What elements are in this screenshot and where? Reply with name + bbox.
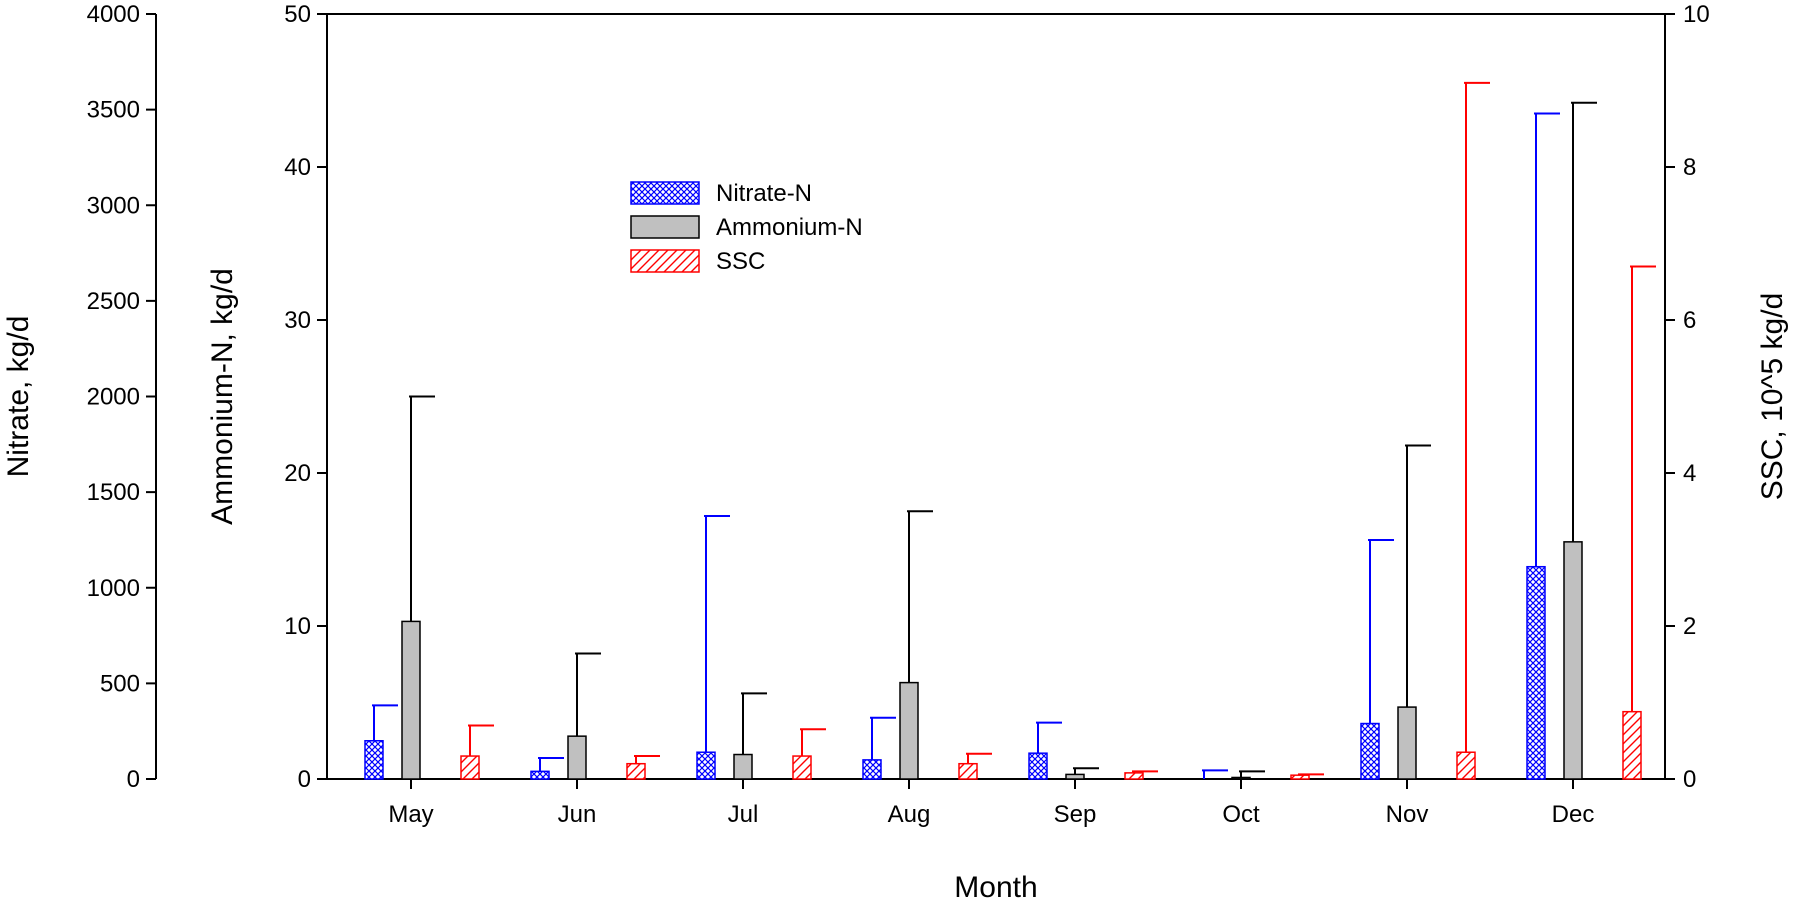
nitrate-tick-label: 3000 [87, 192, 140, 219]
bar-ssc [1622, 710, 1642, 780]
bar-nitrate-n [1360, 722, 1380, 780]
ammonium-tick-label: 30 [284, 307, 311, 334]
x-tick-label: Aug [888, 801, 931, 828]
nitrate-tick-label: 2000 [87, 384, 140, 411]
ssc-tick-label: 6 [1683, 307, 1696, 334]
bar-ammonium-n [1065, 773, 1085, 780]
bar-ammonium-n [567, 735, 587, 780]
ssc-tick-label: 10 [1683, 1, 1710, 28]
bars-layer [364, 81, 1656, 780]
bar-ammonium-n [1563, 541, 1583, 780]
x-tick-label: Oct [1222, 801, 1260, 828]
nitrate-tick-label: 2500 [87, 288, 140, 315]
x-tick-label: Dec [1552, 801, 1595, 828]
ammonium-tick-label: 50 [284, 1, 311, 28]
bar-ammonium-n [733, 753, 753, 780]
bar-nitrate-n [1028, 752, 1048, 780]
plot-frame [326, 13, 1666, 780]
nitrate-tick-label: 3500 [87, 97, 140, 124]
bar-ssc [1290, 774, 1310, 780]
ssc-tick-label: 8 [1683, 154, 1696, 181]
ssc-tick-label: 4 [1683, 460, 1696, 487]
nitrate-axis-title: Nitrate, kg/d [2, 316, 35, 478]
ammonium-axis-title: Ammonium-N, kg/d [206, 268, 239, 525]
ssc-axis-title: SSC, 10^5 kg/d [1756, 293, 1789, 501]
bar-nitrate-n [1526, 565, 1546, 780]
bar-ammonium-n [1231, 776, 1251, 780]
ammonium-tick-label: 40 [284, 154, 311, 181]
legend-swatch-ssc [630, 249, 700, 273]
x-tick-label: Jul [728, 801, 759, 828]
bar-nitrate-n [696, 751, 716, 780]
x-tick-label: Sep [1054, 801, 1097, 828]
bar-ammonium-n [1397, 706, 1417, 780]
ssc-tick-label: 0 [1683, 766, 1696, 793]
ammonium-tick-label: 20 [284, 460, 311, 487]
ammonium-tick-label: 0 [298, 766, 311, 793]
bar-ssc [626, 762, 646, 780]
ammonium-tick-label: 10 [284, 613, 311, 640]
bar-ssc [1456, 751, 1476, 780]
bar-ssc [792, 755, 812, 780]
nitrate-tick-label: 1500 [87, 479, 140, 506]
legend-label-ssc: SSC [716, 248, 765, 275]
x-axis-title: Month [954, 871, 1037, 900]
bar-ssc [958, 762, 978, 780]
bar-ammonium-n [899, 681, 919, 780]
bar-nitrate-n [862, 759, 882, 780]
bar-ssc [460, 755, 480, 780]
nitrate-tick-label: 4000 [87, 1, 140, 28]
legend-swatch-ammonium-n [630, 215, 700, 239]
x-tick-label: Nov [1386, 801, 1429, 828]
x-tick-label: May [388, 801, 433, 828]
legend: Nitrate-N Ammonium-N SSC [630, 180, 863, 275]
nitrate-tick-label: 1000 [87, 575, 140, 602]
x-tick-label: Jun [558, 801, 597, 828]
ssc-tick-label: 2 [1683, 613, 1696, 640]
bar-nitrate-n [364, 740, 384, 780]
nitrate-tick-label: 0 [127, 766, 140, 793]
bar-ammonium-n [401, 620, 421, 780]
bar-ssc [1124, 772, 1144, 780]
legend-swatch-nitrate-n [630, 181, 700, 205]
nitrate-tick-label: 500 [100, 670, 140, 697]
bar-nitrate-n [530, 770, 550, 780]
legend-label-ammonium-n: Ammonium-N [716, 214, 863, 241]
legend-label-nitrate-n: Nitrate-N [716, 180, 812, 207]
